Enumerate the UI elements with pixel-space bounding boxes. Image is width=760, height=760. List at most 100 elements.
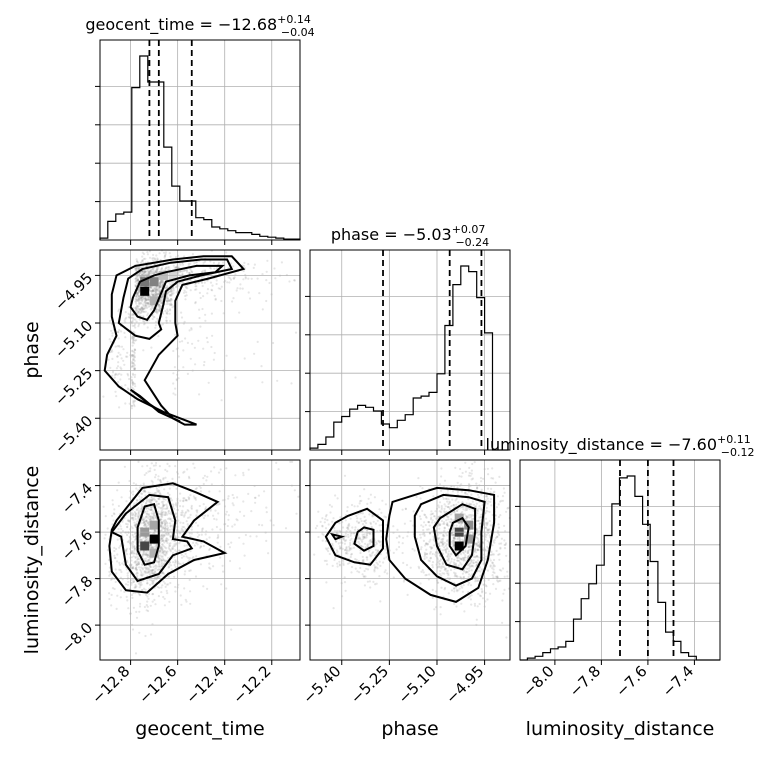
scatter-point	[152, 572, 155, 575]
scatter-point	[145, 298, 148, 301]
scatter-point	[145, 553, 148, 556]
scatter-point	[183, 544, 186, 547]
scatter-point	[193, 497, 196, 500]
scatter-point	[147, 570, 151, 573]
scatter-point	[229, 559, 232, 563]
scatter-point	[134, 277, 137, 280]
scatter-point	[505, 510, 508, 513]
scatter-point	[422, 525, 425, 528]
scatter-point	[478, 594, 481, 597]
scatter-point	[470, 569, 473, 572]
scatter-point	[120, 527, 123, 531]
scatter-point	[330, 505, 333, 508]
scatter-point	[324, 527, 328, 530]
scatter-point	[211, 289, 214, 292]
scatter-point	[136, 292, 139, 295]
scatter-point	[362, 575, 365, 578]
scatter-point	[284, 527, 288, 530]
scatter-point	[157, 275, 160, 278]
scatter-point	[207, 381, 210, 384]
scatter-point	[154, 270, 157, 273]
scatter-point	[273, 267, 276, 270]
scatter-point	[160, 559, 163, 562]
scatter-point	[383, 515, 386, 518]
scatter-point	[149, 565, 152, 569]
scatter-point	[215, 279, 218, 282]
scatter-point	[470, 493, 473, 496]
scatter-point	[170, 293, 173, 296]
scatter-point	[203, 360, 206, 364]
scatter-point	[160, 546, 163, 549]
scatter-point	[184, 337, 187, 340]
scatter-point	[126, 599, 129, 602]
scatter-point	[135, 509, 138, 512]
scatter-point	[162, 572, 166, 575]
scatter-point	[178, 562, 181, 565]
scatter-point	[428, 552, 432, 555]
scatter-point	[188, 532, 191, 535]
scatter-point	[134, 268, 137, 271]
scatter-point	[141, 260, 144, 263]
scatter-point	[148, 289, 152, 292]
scatter-point	[196, 524, 200, 527]
scatter-point	[144, 296, 147, 299]
scatter-point	[154, 476, 157, 479]
scatter-point	[146, 582, 149, 585]
scatter-point	[489, 498, 492, 501]
scatter-point	[164, 546, 167, 549]
scatter-point	[137, 272, 140, 275]
scatter-point	[345, 547, 348, 550]
scatter-point	[350, 553, 353, 556]
scatter-point	[145, 275, 148, 278]
scatter-point	[442, 497, 445, 500]
scatter-point	[189, 357, 192, 360]
scatter-point	[350, 571, 353, 574]
scatter-point	[158, 285, 161, 288]
scatter-point	[150, 517, 153, 520]
scatter-point	[215, 518, 218, 521]
scatter-point	[155, 270, 158, 274]
scatter-point	[144, 298, 147, 301]
scatter-point	[177, 355, 180, 358]
scatter-point	[380, 511, 383, 514]
scatter-point	[148, 572, 151, 575]
scatter-point	[349, 541, 352, 545]
scatter-point	[257, 494, 260, 497]
scatter-point	[452, 561, 455, 564]
scatter-point	[125, 549, 128, 552]
scatter-point	[192, 462, 195, 465]
scatter-point	[139, 568, 142, 572]
scatter-point	[194, 282, 197, 286]
scatter-point	[233, 276, 236, 279]
scatter-point	[219, 468, 222, 471]
scatter-point	[137, 291, 140, 295]
scatter-point	[124, 336, 127, 339]
scatter-point	[384, 545, 387, 548]
scatter-point	[172, 372, 175, 375]
scatter-point	[140, 302, 143, 305]
scatter-point	[204, 313, 207, 316]
scatter-point	[111, 332, 114, 335]
scatter-point	[339, 516, 342, 519]
scatter-point	[487, 473, 490, 476]
scatter-point	[158, 304, 161, 307]
scatter-point	[159, 507, 162, 510]
scatter-point	[141, 492, 144, 495]
scatter-point	[130, 353, 134, 357]
scatter-point	[476, 519, 479, 523]
scatter-point	[131, 349, 134, 352]
scatter-point	[209, 267, 212, 270]
scatter-point	[180, 511, 183, 514]
scatter-point	[461, 590, 464, 593]
scatter-point	[456, 486, 459, 489]
scatter-point	[254, 496, 257, 499]
scatter-point	[208, 266, 211, 269]
scatter-point	[499, 514, 502, 517]
scatter-point	[443, 527, 446, 530]
scatter-point	[169, 297, 173, 301]
scatter-point	[166, 293, 169, 296]
scatter-point	[323, 559, 326, 562]
scatter-point	[472, 559, 475, 562]
scatter-point	[137, 279, 140, 282]
scatter-point	[159, 281, 163, 284]
